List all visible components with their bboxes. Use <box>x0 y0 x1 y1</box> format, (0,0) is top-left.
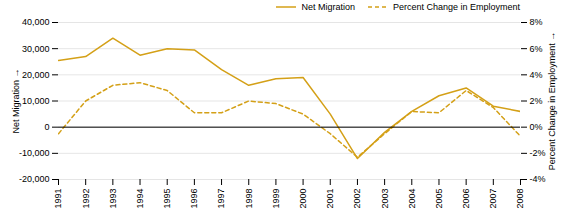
svg-text:8%: 8% <box>530 17 543 27</box>
svg-text:4%: 4% <box>530 70 543 80</box>
svg-text:2003: 2003 <box>379 189 389 209</box>
svg-text:-10,000: -10,000 <box>19 148 50 158</box>
svg-text:10,000: 10,000 <box>22 96 50 106</box>
svg-text:2008: 2008 <box>515 189 525 209</box>
svg-text:1992: 1992 <box>81 189 91 209</box>
svg-text:2001: 2001 <box>325 189 335 209</box>
svg-text:2002: 2002 <box>352 189 362 209</box>
svg-text:-20,000: -20,000 <box>19 174 50 184</box>
svg-text:Percent Change in Employment →: Percent Change in Employment → <box>547 32 557 171</box>
svg-text:-4%: -4% <box>530 174 546 184</box>
html-text:Percent Change in Employment: Percent Change in Employment <box>392 2 520 12</box>
svg-text:2004: 2004 <box>407 189 417 209</box>
svg-text:1993: 1993 <box>108 189 118 209</box>
svg-text:0: 0 <box>44 122 49 132</box>
svg-text:1998: 1998 <box>244 189 254 209</box>
svg-text:1991: 1991 <box>53 189 63 209</box>
svg-text:2%: 2% <box>530 96 543 106</box>
svg-text:2005: 2005 <box>434 189 444 209</box>
html-text:Net Migration: Net Migration <box>301 2 355 12</box>
svg-text:2000: 2000 <box>298 189 308 209</box>
svg-text:6%: 6% <box>530 44 543 54</box>
svg-text:30,000: 30,000 <box>22 44 50 54</box>
svg-text:1995: 1995 <box>162 189 172 209</box>
svg-text:Net Migration →: Net Migration → <box>11 68 21 133</box>
svg-text:1994: 1994 <box>135 189 145 209</box>
svg-text:-2%: -2% <box>530 148 546 158</box>
svg-text:40,000: 40,000 <box>22 17 50 27</box>
svg-text:1999: 1999 <box>271 189 281 209</box>
svg-text:1997: 1997 <box>216 189 226 209</box>
svg-text:2006: 2006 <box>461 189 471 209</box>
svg-text:2007: 2007 <box>488 189 498 209</box>
svg-text:20,000: 20,000 <box>22 70 50 80</box>
svg-text:1996: 1996 <box>189 189 199 209</box>
svg-text:0%: 0% <box>530 122 543 132</box>
